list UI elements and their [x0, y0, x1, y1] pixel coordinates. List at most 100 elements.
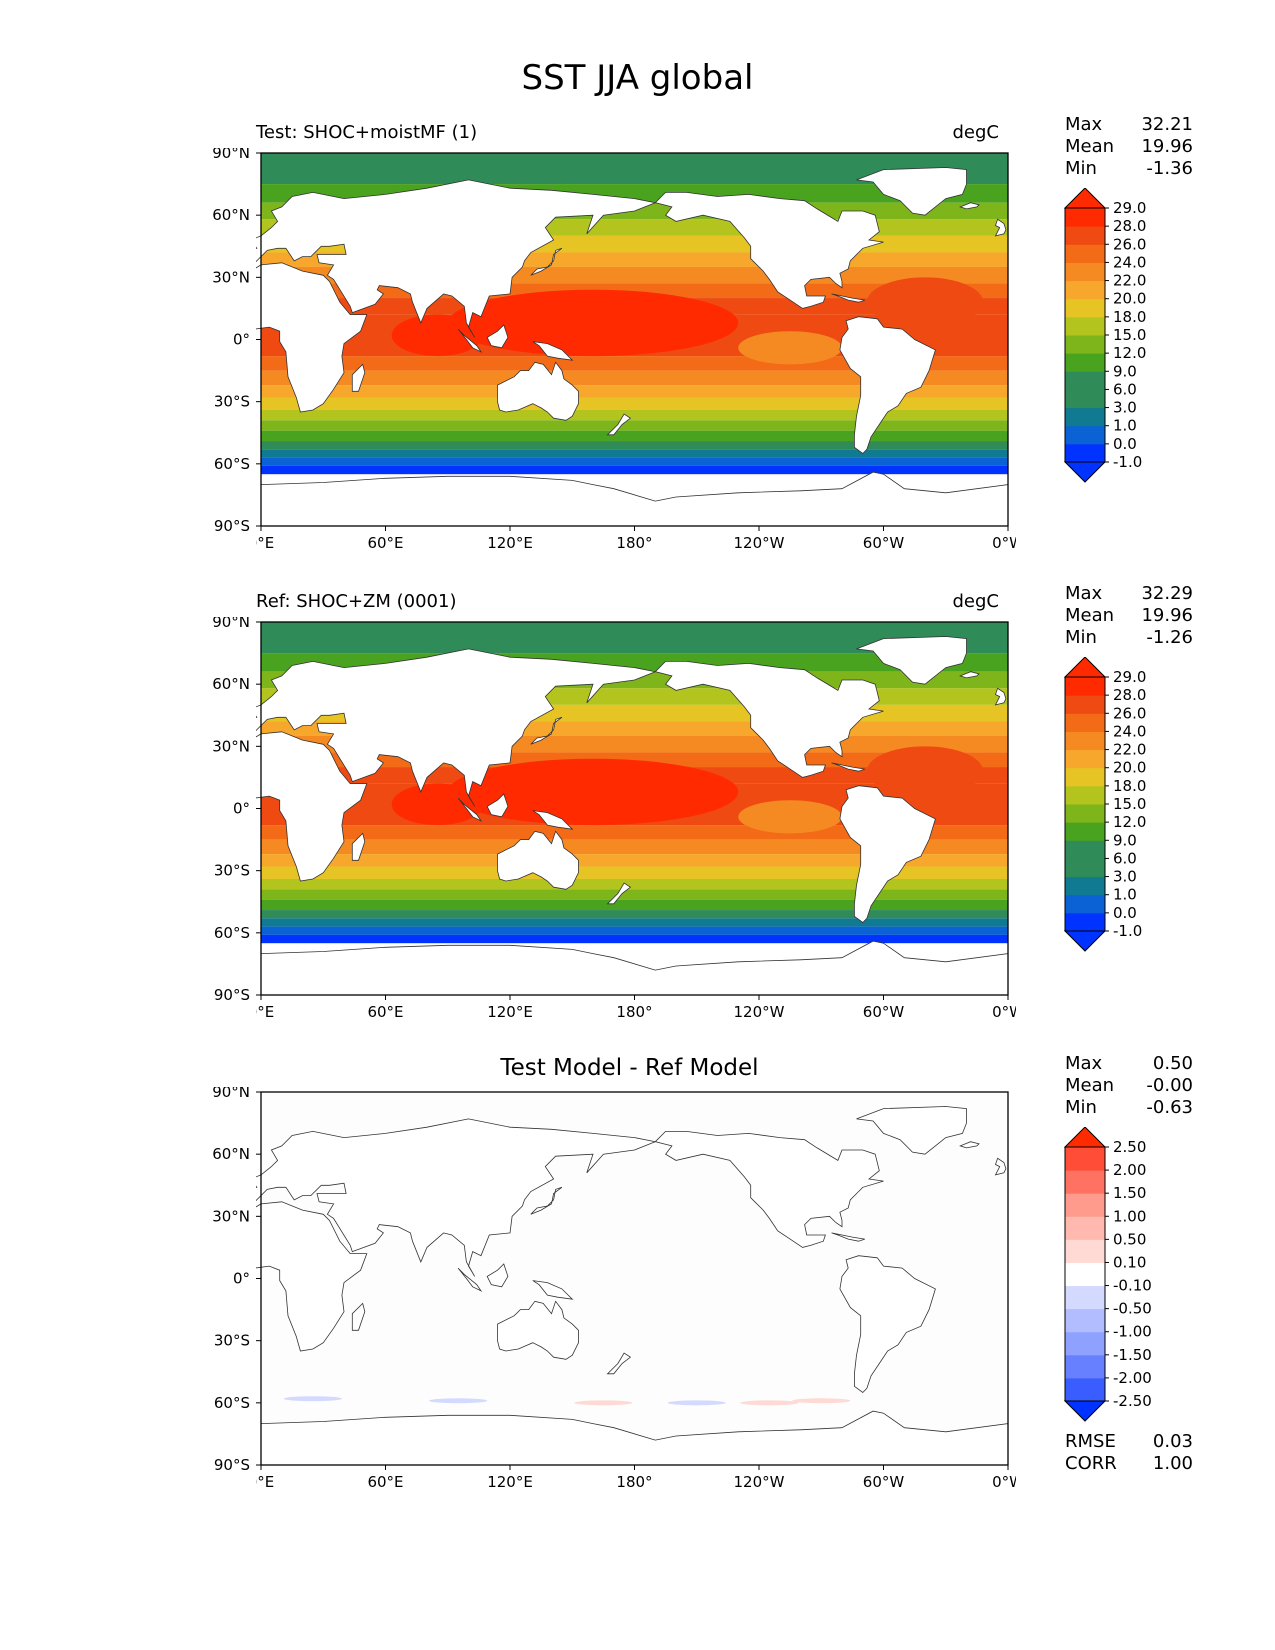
colorbar-extend-high — [1063, 1127, 1107, 1148]
ref-panel: Ref: SHOC+ZM (0001) degC 0°E 60°E 120°E 180… — [0, 583, 1275, 1031]
colorbar-extend-high — [1063, 657, 1107, 678]
colorbar-bin — [1065, 1377, 1105, 1402]
colorbar-bin — [1065, 1239, 1105, 1263]
sst-band — [261, 397, 1008, 410]
colorbar-bin — [1065, 804, 1105, 823]
y-tick-label: 0° — [233, 1270, 250, 1288]
stat-mean-value: 19.96 — [1141, 605, 1193, 626]
test-panel-title: Test: SHOC+moistMF (1) — [256, 122, 478, 143]
landmass-caribbean — [831, 1232, 865, 1242]
x-tick-label: 0°E — [256, 534, 274, 548]
x-tick-label: 60°E — [367, 534, 403, 548]
stat-mean-label: Mean — [1065, 1075, 1115, 1096]
landmass-africa — [256, 1201, 368, 1352]
colorbar-label: 18.0 — [1113, 308, 1146, 326]
stat-min-value: -1.36 — [1146, 158, 1193, 179]
colorbar-bin — [1065, 389, 1105, 409]
landmass-iceland — [959, 1141, 980, 1149]
landmass-sumatra — [457, 797, 483, 822]
colorbar-label: 12.0 — [1113, 813, 1146, 831]
colorbar-label: 24.0 — [1113, 253, 1146, 271]
stat-max-value: 32.29 — [1141, 583, 1193, 604]
stat-mean-label: Mean — [1065, 136, 1115, 157]
colorbar-bin — [1065, 262, 1105, 282]
colorbar-bin — [1065, 695, 1105, 714]
colorbar-bin — [1065, 1285, 1105, 1310]
colorbar-label: 18.0 — [1113, 777, 1146, 795]
stat-max-label: Max — [1065, 114, 1103, 135]
colorbar-label: 20.0 — [1113, 759, 1146, 777]
y-tick-label: 60°N — [212, 675, 250, 693]
landmass-newguinea — [532, 341, 574, 361]
sst-band — [261, 465, 1008, 475]
landmass-greenland — [856, 1106, 967, 1155]
sst-band — [261, 449, 1008, 458]
x-tick-label: 120°E — [487, 1003, 533, 1017]
colorbar-bin — [1065, 208, 1105, 227]
colorbar-bin — [1065, 1170, 1105, 1194]
sst-band — [261, 899, 1008, 911]
colorbar-bin — [1065, 443, 1105, 463]
colorbar-extend-high — [1063, 188, 1107, 209]
landmass-eurasia — [256, 1118, 657, 1277]
landmass-borneo — [486, 1263, 509, 1288]
colorbar-bin — [1065, 1308, 1105, 1333]
stat-min-label: Min — [1065, 158, 1097, 179]
colorbar-label: 1.50 — [1113, 1184, 1146, 1202]
landmass-eurasia — [256, 179, 657, 338]
y-axis-labels: 90°N 60°N 30°N 0° 30°S 60°S 90°S — [212, 148, 250, 535]
indian-warm — [391, 783, 484, 826]
land-layer — [256, 167, 1009, 527]
y-tick-label: 30°N — [212, 1207, 250, 1225]
stat-max-label: Max — [1065, 1053, 1103, 1074]
colorbar-label: 2.00 — [1113, 1161, 1146, 1179]
sst-band — [261, 889, 1008, 900]
sst-band — [261, 370, 1008, 386]
test-panel: Test: SHOC+moistMF (1) degC 0°E 60°E 120°E… — [0, 114, 1275, 562]
x-tick-label: 120°W — [734, 1003, 785, 1017]
landmass-sumatra — [457, 328, 483, 353]
colorbar-label: 29.0 — [1113, 199, 1146, 217]
y-tick-label: 60°S — [214, 924, 250, 942]
landmass-samerica — [839, 785, 936, 924]
landmass-namerica — [654, 1131, 884, 1248]
ref-panel-title: Ref: SHOC+ZM (0001) — [256, 591, 457, 612]
sst-band — [261, 385, 1008, 398]
x-tick-label: 60°E — [367, 1003, 403, 1017]
landmass-britain — [994, 687, 1007, 706]
colorbar-frame — [1064, 1146, 1106, 1402]
colorbar-label: -1.0 — [1113, 922, 1142, 940]
colorbar-bin — [1065, 894, 1105, 914]
colorbar-label: -1.50 — [1113, 1346, 1152, 1364]
landmass-borneo — [486, 324, 509, 349]
y-tick-label: 0° — [233, 331, 250, 349]
stat-min-label: Min — [1065, 627, 1097, 648]
y-axis-labels: 90°N 60°N 30°N 0° 30°S 60°S 90°S — [212, 1087, 250, 1474]
sst-band — [261, 420, 1008, 431]
colorbar-label: 6.0 — [1113, 849, 1137, 867]
colorbar-label: 24.0 — [1113, 722, 1146, 740]
y-tick-label: 90°S — [214, 1456, 250, 1474]
y-tick-label: 30°N — [212, 268, 250, 286]
sst-band — [261, 878, 1008, 890]
colorbar-label: -0.50 — [1113, 1300, 1152, 1318]
landmass-britain — [994, 218, 1007, 237]
atlantic-warm — [866, 746, 984, 797]
atlantic-warm — [866, 277, 984, 328]
colorbar-label: 26.0 — [1113, 704, 1146, 722]
ref-colorbar: -1.00.01.03.06.09.012.015.018.020.022.02… — [1063, 657, 1146, 952]
landmass-antarctica — [260, 471, 1009, 527]
warm-pool — [447, 758, 739, 826]
colorbar-bin — [1065, 280, 1105, 300]
sst-band — [261, 926, 1008, 935]
colorbar-bin — [1065, 407, 1105, 427]
landmass-eurasia — [256, 648, 657, 807]
sst-band — [261, 839, 1008, 855]
diff-panel-title: Test Model - Ref Model — [500, 1055, 759, 1081]
colorbar-bin — [1065, 1331, 1105, 1356]
ref-panel-units: degC — [952, 591, 1000, 612]
cold-tongue — [738, 800, 842, 834]
colorbar-bin — [1065, 858, 1105, 878]
colorbar-extend-low — [1063, 930, 1107, 952]
x-tick-label: 60°W — [863, 1003, 905, 1017]
